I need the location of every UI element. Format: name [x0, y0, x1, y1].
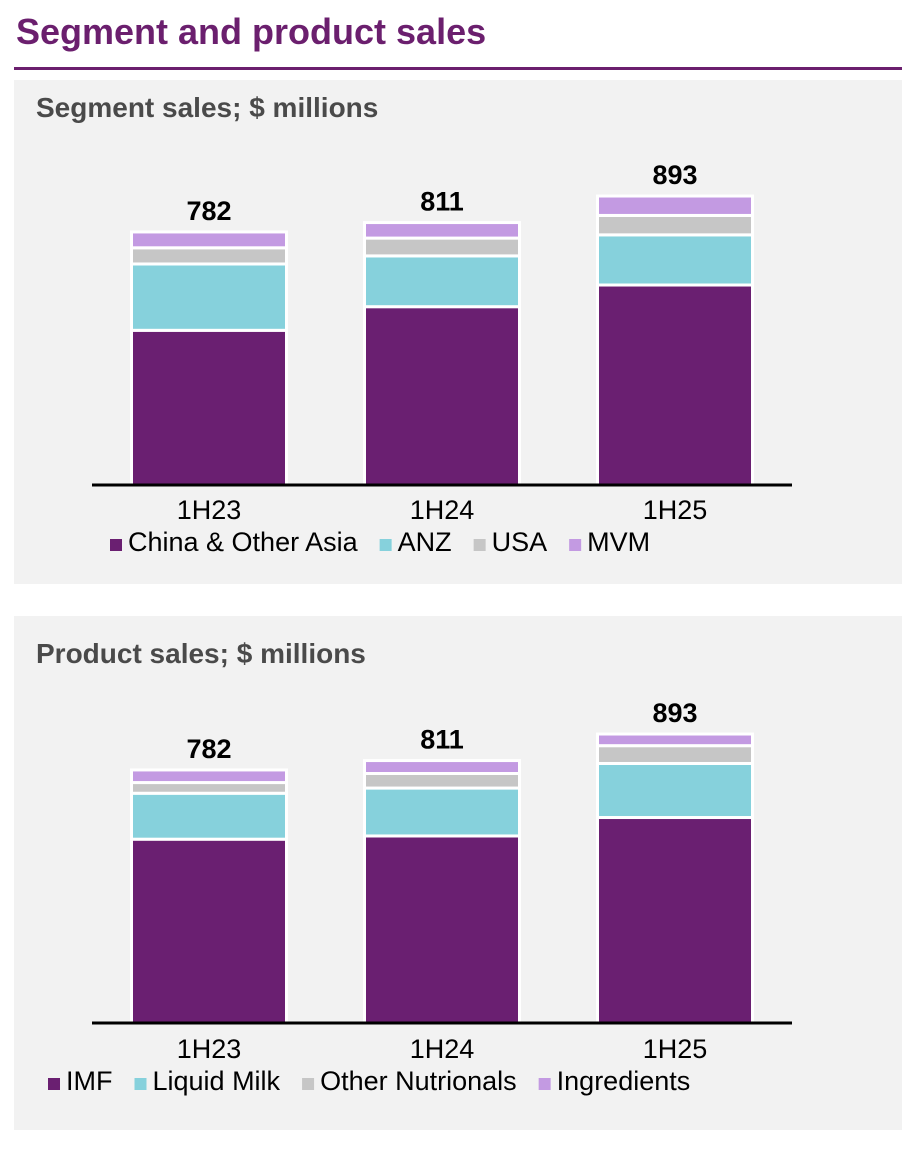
segment-legend-swatch-usa — [473, 539, 486, 551]
segment-bar-1h25-usa — [596, 213, 754, 237]
segment-legend-label-mvm: MVM — [587, 527, 650, 557]
product-legend-swatch-imf — [48, 1078, 60, 1090]
product-bar-1h23-imf — [130, 837, 288, 1025]
segment-chart-title: Segment sales; $ millions — [36, 92, 379, 123]
segment-category-label-1h23: 1H23 — [177, 495, 242, 525]
product-legend-label-other-nutrionals: Other Nutrionals — [320, 1066, 517, 1096]
product-bar-1h25-imf — [596, 816, 754, 1025]
segment-legend-label-china-and-other-asia: China & Other Asia — [128, 527, 359, 557]
product-category-label-1h23: 1H23 — [177, 1034, 242, 1064]
product-bar-1h24-ingredients — [363, 759, 521, 776]
product-legend-label-imf: IMF — [66, 1066, 113, 1096]
product-legend-label-ingredients: Ingredients — [557, 1066, 691, 1096]
segment-bar-1h23-anz — [130, 262, 288, 332]
segment-total-label-1h24: 811 — [420, 187, 464, 217]
title-divider — [14, 67, 902, 70]
product-bar-1h25-other-nutrionals — [596, 744, 754, 765]
segment-total-label-1h25: 893 — [652, 160, 697, 190]
segment-sales-chart: 782 1H23 811 1H24 893 1H25 China & Other Asia A… — [92, 160, 792, 557]
product-bar-1h24-imf — [363, 834, 521, 1025]
product-legend-label-liquid-milk: Liquid Milk — [153, 1066, 281, 1096]
segment-legend-label-usa: USA — [492, 527, 548, 557]
segment-bar-1h23-mvm — [130, 230, 288, 250]
segment-category-label-1h24: 1H24 — [410, 495, 475, 525]
product-bar-1h24-other-nutrionals — [363, 772, 521, 790]
product-category-label-1h25: 1H25 — [643, 1034, 708, 1064]
product-total-label-1h23: 782 — [186, 734, 231, 764]
segment-total-label-1h23: 782 — [186, 196, 231, 226]
product-bar-1h25-ingredients — [596, 732, 754, 748]
segment-bar-1h25-anz — [596, 233, 754, 287]
segment-legend-swatch-china-and-other-asia — [110, 539, 122, 551]
product-bar-1h25-liquid-milk — [596, 761, 754, 820]
segment-bar-1h24-mvm — [363, 221, 521, 240]
segment-bar-1h25-china-and-other-asia — [596, 283, 754, 487]
segment-legend-swatch-anz — [379, 539, 392, 551]
segment-bar-1h24-usa — [363, 236, 521, 258]
product-total-label-1h25: 893 — [652, 698, 697, 728]
product-bar-1h24-liquid-milk — [363, 786, 521, 838]
segment-legend-label-anz: ANZ — [398, 527, 452, 557]
page-title: Segment and product sales — [16, 11, 487, 52]
product-legend-swatch-other-nutrionals — [302, 1078, 315, 1090]
product-sales-panel: Product sales; $ millions 782 1H23 811 1H24… — [14, 616, 902, 1130]
segment-bar-1h23-usa — [130, 246, 288, 266]
product-bar-1h23-other-nutrionals — [130, 781, 288, 795]
segment-bar-1h23-china-and-other-asia — [130, 328, 288, 487]
product-legend-swatch-liquid-milk — [134, 1078, 147, 1090]
segment-legend-swatch-mvm — [569, 539, 582, 551]
product-chart-title: Product sales; $ millions — [36, 638, 366, 669]
segment-bar-1h24-anz — [363, 254, 521, 309]
segment-category-label-1h25: 1H25 — [643, 495, 708, 525]
product-sales-chart: 782 1H23 811 1H24 893 1H25 IMF Liquid Milk Other… — [48, 698, 792, 1096]
segment-bar-1h25-mvm — [596, 194, 754, 217]
segment-sales-panel: Segment sales; $ millions 782 1H23 811 1H24… — [14, 80, 902, 584]
product-category-label-1h24: 1H24 — [410, 1034, 475, 1064]
product-bar-1h23-ingredients — [130, 768, 288, 785]
product-total-label-1h24: 811 — [420, 725, 464, 755]
product-legend-swatch-ingredients — [538, 1078, 551, 1090]
segment-bar-1h24-china-and-other-asia — [363, 305, 521, 487]
product-bar-1h23-liquid-milk — [130, 791, 288, 841]
